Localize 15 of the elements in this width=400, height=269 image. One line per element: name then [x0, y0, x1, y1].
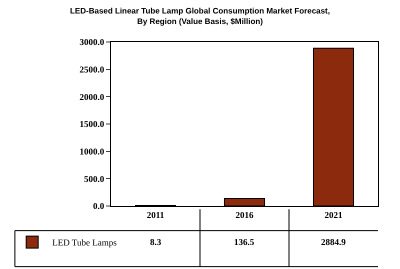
x-tick-label: 2011 — [146, 210, 165, 220]
x-tick-label: 2016 — [236, 210, 254, 220]
y-tick-label: 1000.0 — [79, 146, 105, 156]
data-label: 2884.9 — [321, 237, 346, 247]
y-tick-label: 500.0 — [84, 174, 105, 184]
y-tick-label: 2000.0 — [79, 92, 105, 102]
data-label: 136.5 — [234, 237, 255, 247]
legend-label: LED Tube Lamps — [52, 238, 118, 248]
chart-title: LED-Based Linear Tube Lamp Global Consumption Market Forecast, By Region (Value Basis, $Million) — [70, 6, 330, 26]
y-tick-label: 1500.0 — [79, 119, 105, 130]
y-tick-label: 0.0 — [92, 201, 105, 212]
data-label: 8.3 — [150, 237, 162, 247]
y-tick-label: 3000.0 — [79, 37, 105, 48]
y-tick-label: 2500.0 — [79, 64, 105, 74]
x-tick-label: 2021 — [324, 210, 343, 220]
